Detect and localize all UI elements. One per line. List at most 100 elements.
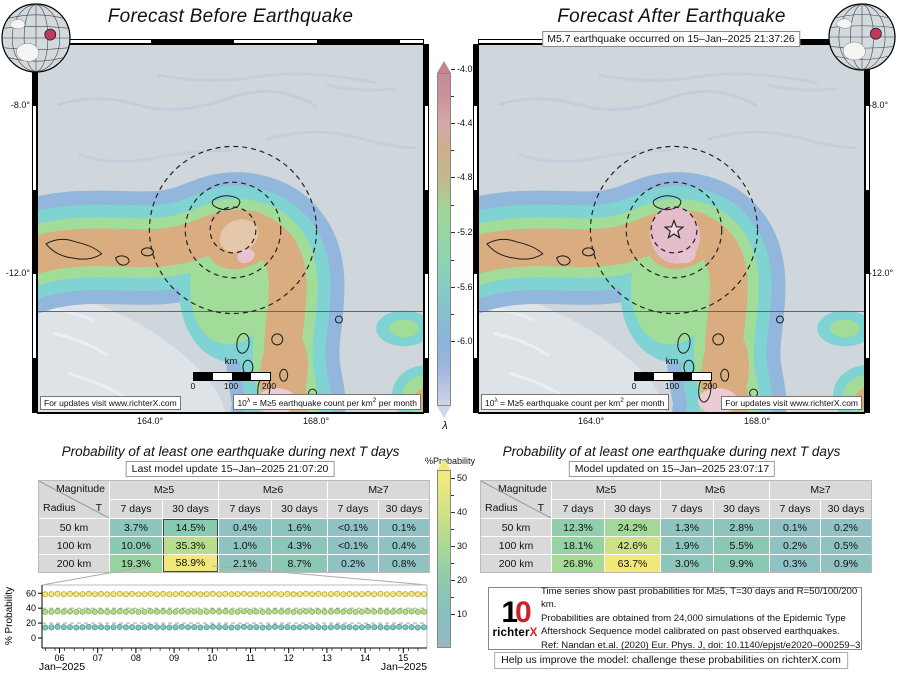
colorbar-up-arrow-icon <box>437 459 451 470</box>
chart-xlabel-right: Jan–2025 <box>381 661 427 673</box>
corner-t-label: T <box>537 502 544 514</box>
epicenter-star-icon <box>663 218 685 240</box>
map-scalebar: km 0 100 200 <box>631 356 718 391</box>
probability-timeseries-chart: 60 40 20 0 06 07 08 09 10 11 12 13 14 15 % Probability… <box>4 565 428 673</box>
prob-cell: 10.0% <box>110 537 162 554</box>
probability-table-before: Magnitude Radius T M≥5 M≥6 M≥7 7 days 30 days 7 … <box>38 480 430 573</box>
chart-xtick-label: 07 <box>93 653 103 663</box>
challenge-footer: Help us improve the model: challenge the… <box>494 652 848 669</box>
chart-ytick-label: 0 <box>31 633 36 643</box>
period-header: 30 days <box>163 500 218 518</box>
radius-row-label: 100 km <box>39 537 109 554</box>
prob-cell: 4.3% <box>272 537 327 554</box>
earthquake-banner: M5.7 earthquake occurred on 15–Jan–2025 … <box>542 31 800 47</box>
radius-circles <box>589 145 759 315</box>
prob-cell: 0.2% <box>770 537 820 554</box>
lambda-legend-label: 10λ = M≥5 earthquake count per km2 per m… <box>481 394 669 410</box>
table-title-before: Probability of at least one earthquake d… <box>61 444 400 459</box>
prob-cell: 5.5% <box>714 537 769 554</box>
prob-cell: 9.9% <box>714 555 769 572</box>
chart-xtick-label: 12 <box>284 653 294 663</box>
chart-xtick-label: 10 <box>207 653 217 663</box>
lon-tick: 164.0° <box>136 416 164 426</box>
magnitude-header: M≥5 <box>110 481 218 499</box>
table-corner-cell: Magnitude Radius T <box>39 481 109 518</box>
prob-cell: 35.3% <box>163 537 218 554</box>
prob-cell: 26.8% <box>552 555 604 572</box>
chart-ytick-label: 20 <box>26 618 36 628</box>
prob-cell: 0.1% <box>379 519 429 536</box>
radius-row-label: 100 km <box>481 537 551 554</box>
prob-cell: 2.8% <box>714 519 769 536</box>
period-header: 7 days <box>110 500 162 518</box>
map-frame-left <box>473 44 478 413</box>
map-frame-right <box>424 44 429 413</box>
location-dot-icon <box>44 28 57 41</box>
period-header: 30 days <box>605 500 660 518</box>
chart-xlabel-left: Jan–2025 <box>39 661 85 673</box>
colorbar-tick-label: 20 <box>457 575 468 585</box>
colorbar-tick-label: -6.0 <box>457 336 473 346</box>
updates-link-label: For updates visit www.richterX.com <box>40 396 181 410</box>
prob-cell: <0.1% <box>328 519 378 536</box>
lambda-colorbar: λ -4.0 -4.4 -4.8 -5.2 -5.6 -6.0 <box>437 28 477 432</box>
radius-row-label: 200 km <box>39 555 109 572</box>
probability-colorbar: %Probability 50 40 30 20 10 <box>425 450 482 660</box>
chart-xtick-label: 06 <box>54 653 64 663</box>
prob-cell: 1.0% <box>219 537 271 554</box>
prob-cell: 0.5% <box>821 537 871 554</box>
corner-radius-label: Radius <box>43 502 76 514</box>
lat-tick: -12.0° <box>869 268 894 278</box>
colorbar-tick-label: 10 <box>457 609 468 619</box>
corner-magnitude-label: Magnitude <box>55 483 105 495</box>
lat-tick: -12.0° <box>5 268 30 278</box>
prob-cell: 8.7% <box>272 555 327 572</box>
colorbar-tick-label: 50 <box>457 473 468 483</box>
prob-cell: 1.9% <box>661 537 713 554</box>
prob-cell: 1.6% <box>272 519 327 536</box>
colorbar-tick-label: -5.6 <box>457 282 473 292</box>
globe-inset-right <box>828 3 896 71</box>
prob-cell: 0.8% <box>379 555 429 572</box>
magnitude-header: M≥7 <box>328 481 429 499</box>
prob-cell: 18.1% <box>552 537 604 554</box>
corner-t-label: T <box>95 502 102 514</box>
chart-xtick-label: 11 <box>246 653 255 663</box>
map-after: 10λ = M≥5 earthquake count per km2 per m… <box>478 44 865 413</box>
model-description: Time series show past probabilities for … <box>541 585 861 651</box>
magnitude-header: M≥6 <box>661 481 769 499</box>
prob-cell: 14.5% <box>163 519 218 536</box>
prob-cell: 58.9% <box>163 555 218 572</box>
corner-radius-label: Radius <box>485 502 518 514</box>
radius-row-label: 200 km <box>481 555 551 572</box>
prob-cell: 0.3% <box>770 555 820 572</box>
lambda-legend-label: 10λ = M≥5 earthquake count per km2 per m… <box>233 394 421 410</box>
prob-cell: 0.4% <box>379 537 429 554</box>
period-header: 7 days <box>328 500 378 518</box>
prob-cell: 0.4% <box>219 519 271 536</box>
period-header: 7 days <box>661 500 713 518</box>
colorbar-tick-label: -4.8 <box>457 172 473 182</box>
map-before: For updates visit www.richterX.com 10λ =… <box>37 44 424 413</box>
period-header: 30 days <box>714 500 769 518</box>
lon-tick: 168.0° <box>743 416 771 426</box>
corner-magnitude-label: Magnitude <box>497 483 547 495</box>
chart-ytick-label: 60 <box>26 588 36 598</box>
prob-cell: 0.2% <box>328 555 378 572</box>
lon-tick: 168.0° <box>302 416 330 426</box>
updates-link-label: For updates visit www.richterX.com <box>721 396 862 410</box>
title-before: Forecast Before Earthquake <box>107 6 354 27</box>
period-header: 7 days <box>552 500 604 518</box>
period-header: 30 days <box>272 500 327 518</box>
colorbar-tick-label: 30 <box>457 541 468 551</box>
prob-cell: 1.3% <box>661 519 713 536</box>
prob-cell: <0.1% <box>328 537 378 554</box>
chart-ytick-label: 40 <box>26 603 36 613</box>
colorbar-tick-label: -5.2 <box>457 227 473 237</box>
chart-xtick-label: 09 <box>169 653 179 663</box>
period-header: 30 days <box>379 500 429 518</box>
period-header: 7 days <box>219 500 271 518</box>
coastlines <box>486 195 784 403</box>
lat-tick: -8.0° <box>869 100 889 110</box>
